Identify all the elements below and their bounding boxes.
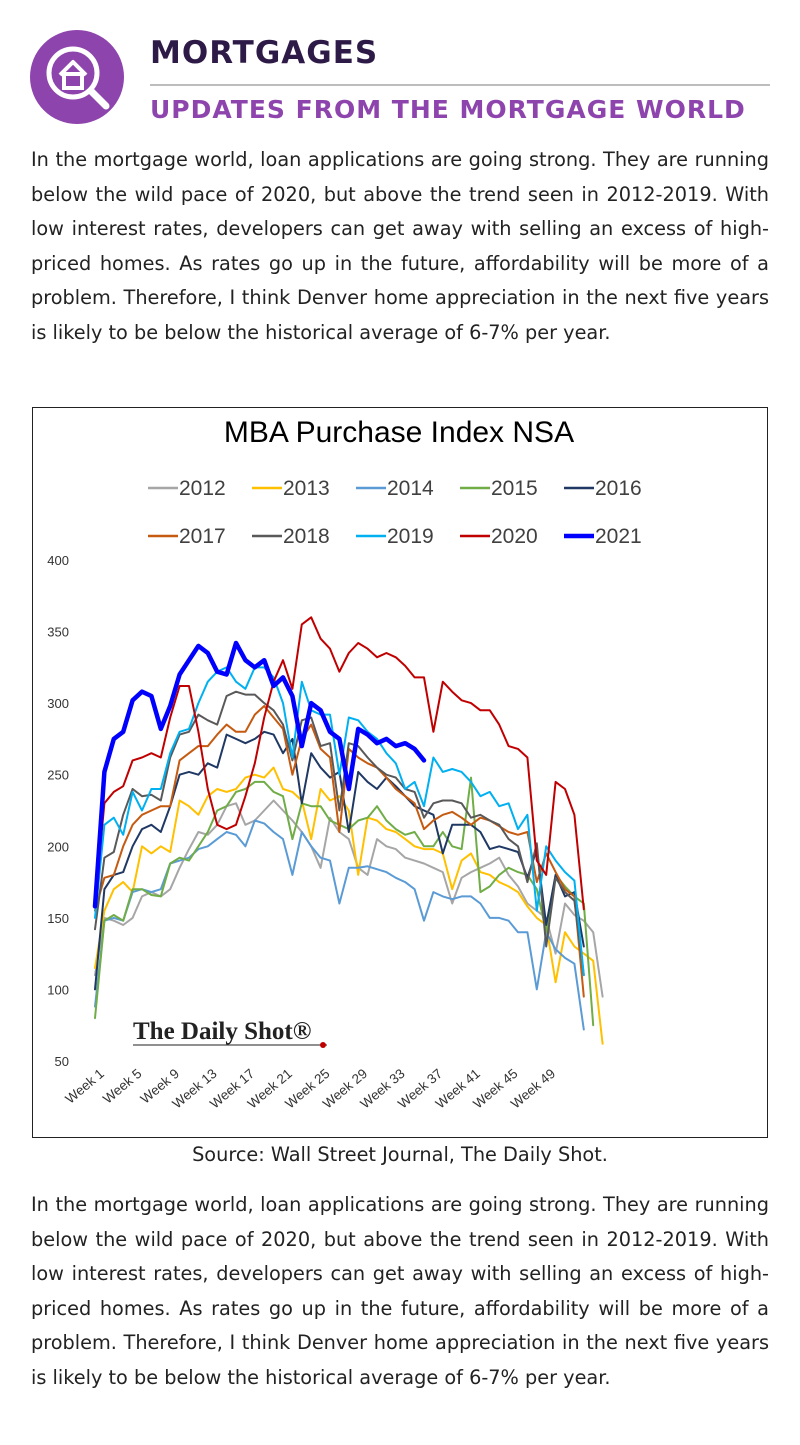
y-tick-label: 100 [47,982,69,997]
page-header: MORTGAGES UPDATES FROM THE MORTGAGE WORL… [0,0,800,140]
series-line-2014 [94,819,585,1031]
series-line-2019 [94,666,585,977]
y-axis: 50 100 150 200 250 300 350 400 [47,553,69,1069]
x-tick-label: Week 1 [62,1066,107,1107]
title-divider [150,84,770,86]
chart-frame: MBA Purchase Index NSA 2012 2013 2014 2015 2… [32,407,768,1138]
y-tick-label: 400 [47,553,69,568]
legend-label: 2015 [491,477,538,500]
y-tick-label: 150 [47,911,69,926]
y-tick-label: 200 [47,839,69,854]
legend-label: 2019 [387,525,434,548]
y-tick-label: 350 [47,625,69,640]
legend-label: 2020 [491,525,538,548]
chart-title: MBA Purchase Index NSA [224,416,574,449]
series-line-2021 [92,640,427,909]
y-tick-label: 300 [47,696,69,711]
series-line-2012 [94,799,604,998]
legend-label: 2018 [283,525,330,548]
page-subtitle: UPDATES FROM THE MORTGAGE WORLD [150,95,746,124]
daily-shot-watermark: The Daily Shot® [133,1018,311,1045]
legend-label: 2016 [595,477,642,500]
page-title: MORTGAGES [150,35,379,71]
legend-label: 2014 [387,477,434,500]
y-tick-label: 250 [47,768,69,783]
legend-label: 2017 [179,525,226,548]
mba-purchase-index-chart: MBA Purchase Index NSA 2012 2013 2014 2015 2… [47,416,642,1112]
series-line-2013 [94,766,604,1045]
closing-paragraph: In the mortgage world, loan applications… [31,1193,769,1389]
y-tick-label: 50 [55,1054,69,1069]
intro-paragraph: In the mortgage world, loan applications… [31,148,769,344]
series-line-2018 [94,690,585,977]
house-magnifier-icon [30,30,124,124]
legend-label: 2012 [179,477,226,500]
legend-label: 2013 [283,477,330,500]
chart-legend: 2012 2013 2014 2015 2016 2017 2018 2019 2020 2021 [148,477,642,548]
x-tick-label: Week 5 [100,1066,145,1107]
series-line-2020 [94,616,585,911]
chart-series [92,616,604,1045]
watermark-dot [320,1042,326,1048]
legend-label: 2021 [595,525,642,548]
series-line-2015 [94,776,595,1027]
chart-source-caption: Source: Wall Street Journal, The Daily S… [192,1143,608,1166]
